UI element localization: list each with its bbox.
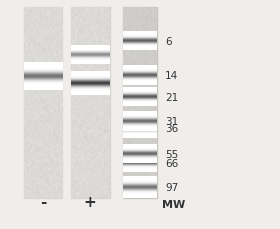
Text: 55: 55 (165, 149, 178, 159)
Text: 6: 6 (165, 37, 172, 47)
Text: 66: 66 (165, 158, 178, 168)
Bar (71, 8, 109, 198)
Text: MW: MW (162, 199, 185, 210)
Text: -: - (40, 195, 46, 210)
Text: 31: 31 (165, 116, 178, 126)
Text: 36: 36 (165, 123, 178, 133)
Text: +: + (84, 195, 97, 210)
Bar (24, 8, 62, 198)
Text: 97: 97 (165, 182, 178, 192)
Text: 21: 21 (165, 93, 178, 103)
Bar (123, 8, 157, 198)
Text: 14: 14 (165, 71, 178, 81)
